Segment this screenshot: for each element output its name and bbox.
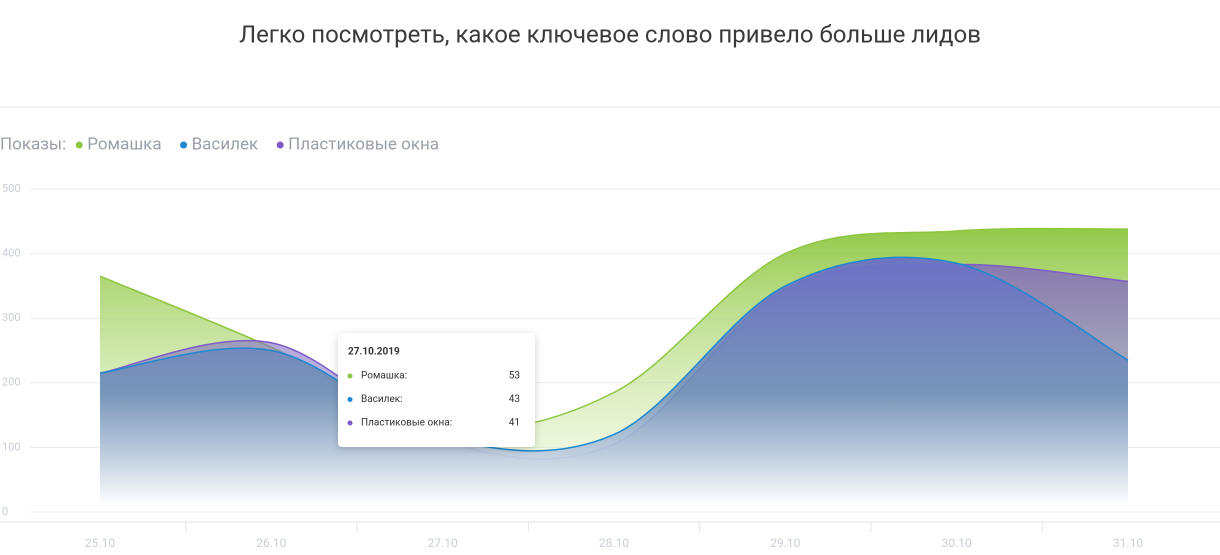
legend-dot [276,141,284,149]
legend-entry: Ромашка [87,134,161,154]
legend: Показы: Ромашка Василек Пластиковые окна [0,134,439,154]
y-tick-label: 300 [2,311,21,324]
y-tick-label: 0 [2,505,8,518]
legend-label: Показы: [0,134,66,154]
y-tick-label: 500 [2,182,21,195]
tooltip-name: Пластиковые окна: [361,418,452,429]
tooltip-title: 27.10.2019 [348,347,400,358]
legend-dot [180,141,188,149]
tooltip-dot [347,397,353,402]
tooltip-dot [347,373,353,379]
x-tick-label: 29.10 [770,536,800,550]
x-tick-label: 27.10 [428,536,458,550]
y-tick-label: 200 [2,376,21,389]
area-fill [100,257,1128,505]
series-line [99,256,1129,452]
legend-dot [75,141,83,149]
x-tick-label: 26.10 [256,536,286,550]
page-title: Легко посмотреть, какое ключевое слово п… [239,20,981,48]
tooltip-value: 43 [509,394,520,405]
x-tick-label: 28.10 [599,536,629,550]
x-tick-label: 25.10 [85,536,115,550]
tooltip-box [338,333,535,447]
legend-entry: Пластиковые окна [288,134,439,154]
tooltip-dot [347,420,353,426]
y-tick-label: 400 [2,247,21,260]
tooltip-value: 53 [509,371,520,382]
y-tick-label: 100 [2,440,21,453]
tooltip-value: 41 [509,418,520,429]
tooltip: 27.10.2019 Ромашка: 53 Василек: 43 Пластиковы… [338,333,535,447]
tooltip-name: Василек: [361,394,403,405]
x-tick-label: 31.10 [1113,536,1143,550]
legend-entry: Василек [192,134,259,154]
tooltip-name: Ромашка: [361,371,407,382]
x-tick-label: 30.10 [942,536,972,550]
